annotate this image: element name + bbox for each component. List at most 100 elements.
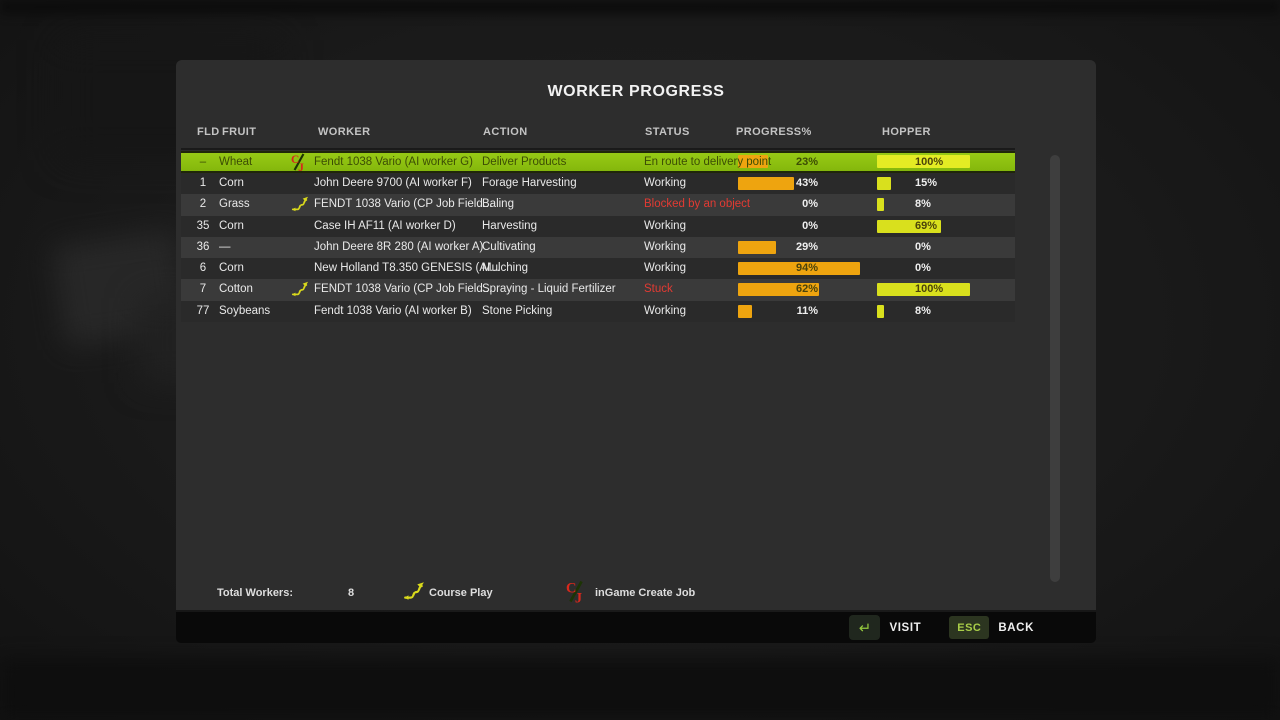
column-header-action: ACTION	[483, 126, 528, 138]
background-scene-shape	[0, 658, 1280, 720]
table-row[interactable]: 35 Corn Case IH AF11 (AI worker D) Harvesti…	[181, 215, 1015, 237]
courseplay-icon	[291, 197, 309, 212]
field-number: 36	[196, 240, 210, 253]
svg-text:C: C	[566, 581, 576, 597]
fruit-type: Corn	[219, 219, 244, 232]
column-header-fld: FLD	[197, 126, 220, 138]
column-header-fruit: FRUIT	[222, 126, 257, 138]
svg-text:C: C	[291, 154, 299, 166]
courseplay-icon	[404, 582, 424, 600]
worker-status: Working	[644, 262, 686, 275]
hopper-bar	[877, 304, 885, 318]
progress-percent: 43%	[795, 177, 818, 189]
fruit-type: Cotton	[219, 283, 253, 296]
visit-button[interactable]: ↵ VISIT	[849, 615, 921, 640]
field-number: 35	[196, 219, 210, 232]
field-number: 7	[199, 283, 207, 296]
courseplay-icon	[291, 280, 311, 299]
header-separator	[181, 148, 1015, 150]
worker-status: Working	[644, 304, 686, 317]
column-header-worker: WORKER	[318, 126, 371, 138]
worker-action: Forage Harvesting	[482, 177, 577, 189]
progress-percent: 11%	[796, 304, 818, 317]
table-row[interactable]: 6 Corn New Holland T8.350 GENESIS (AI... Mu…	[181, 258, 1015, 280]
courseplay-icon	[403, 580, 425, 612]
fruit-type: Corn	[219, 177, 244, 189]
table-row[interactable]: 2 Grass FENDT 1038 Vario (CP Job Field... B…	[181, 194, 1015, 216]
hopper-percent: 69%	[915, 219, 938, 232]
hopper-percent: 100%	[915, 283, 944, 296]
worker-name: FENDT 1038 Vario (CP Job Field...	[314, 198, 493, 211]
worker-status: Working	[644, 219, 686, 232]
table-row[interactable]: 1 Corn John Deere 9700 (AI worker F) Forage…	[181, 173, 1015, 195]
worker-action: Deliver Products	[482, 156, 567, 168]
fruit-type: Corn	[219, 262, 244, 275]
total-workers-value: 8	[347, 587, 355, 599]
progress-bar	[738, 262, 861, 276]
cj-icon: CJ	[291, 153, 305, 174]
enter-key-icon: ↵	[849, 615, 881, 640]
hopper-bar	[877, 177, 891, 190]
table-row[interactable]: 7 Cotton FENDT 1038 Vario (CP Job Field...…	[181, 279, 1015, 301]
progress-percent: 94%	[795, 262, 818, 275]
esc-key-badge: ESC	[949, 616, 990, 639]
worker-status: Stuck	[644, 283, 673, 296]
hopper-bar	[877, 219, 942, 233]
hopper-percent: 100%	[915, 156, 944, 168]
column-header-hopper: HOPPER	[882, 126, 931, 138]
background-scene-shape	[0, 0, 1280, 14]
table-row[interactable]: – Wheat C J Fendt 1038 Vario (AI worker G) De…	[181, 151, 1015, 174]
field-number: –	[199, 156, 207, 168]
ingame-create-job-legend-label: inGame Create Job	[595, 587, 696, 599]
fruit-type: Wheat	[219, 156, 253, 168]
worker-action: Baling	[482, 198, 514, 211]
worker-status: Blocked by an object	[644, 198, 751, 211]
bottom-bar: ↵ VISIT ESC BACK	[176, 612, 1096, 643]
field-number: 6	[199, 262, 207, 275]
field-number: 77	[196, 304, 210, 317]
progress-percent: 0%	[802, 219, 818, 232]
worker-name: New Holland T8.350 GENESIS (AI...	[314, 262, 500, 275]
progress-percent: 62%	[795, 283, 818, 296]
hopper-bar	[877, 155, 970, 168]
progress-bar	[738, 304, 753, 318]
progress-bar	[738, 177, 794, 190]
worker-name: John Deere 9700 (AI worker F)	[314, 177, 472, 189]
table-row[interactable]: 77 Soybeans Fendt 1038 Vario (AI worker B)…	[181, 300, 1015, 323]
worker-action: Mulching	[482, 262, 529, 275]
worker-rows: – Wheat C J Fendt 1038 Vario (AI worker G) De…	[181, 151, 1015, 323]
back-button[interactable]: ESC BACK	[949, 616, 1034, 639]
hopper-bar	[877, 283, 970, 297]
worker-action: Stone Picking	[482, 304, 553, 317]
progress-bar	[738, 283, 819, 297]
hopper-percent: 0%	[915, 240, 931, 253]
progress-bar	[738, 240, 776, 254]
hopper-percent: 15%	[915, 177, 938, 189]
svg-text:J: J	[575, 591, 582, 603]
worker-status: Working	[644, 177, 686, 189]
hopper-percent: 0%	[915, 262, 931, 275]
courseplay-icon	[291, 282, 309, 297]
hopper-bar	[877, 198, 885, 212]
worker-name: Fendt 1038 Vario (AI worker G)	[314, 156, 473, 168]
svg-text:J: J	[298, 162, 304, 171]
column-header-progress: PROGRESS%	[736, 126, 812, 138]
table-row[interactable]: 36 — John Deere 8R 280 (AI worker A) Cultiv…	[181, 236, 1015, 259]
back-label: BACK	[998, 621, 1034, 634]
visit-label: VISIT	[889, 621, 922, 634]
scrollbar[interactable]	[1050, 155, 1060, 582]
total-workers-label: Total Workers:	[217, 587, 293, 599]
field-number: 2	[199, 198, 207, 211]
courseplay-icon	[291, 195, 311, 214]
field-number: 1	[199, 177, 207, 189]
progress-percent: 23%	[795, 156, 818, 168]
fruit-type: Grass	[219, 198, 250, 211]
progress-percent: 29%	[795, 240, 818, 253]
worker-name: Case IH AF11 (AI worker D)	[314, 219, 456, 232]
hopper-percent: 8%	[915, 198, 931, 211]
fruit-type: —	[219, 240, 231, 253]
